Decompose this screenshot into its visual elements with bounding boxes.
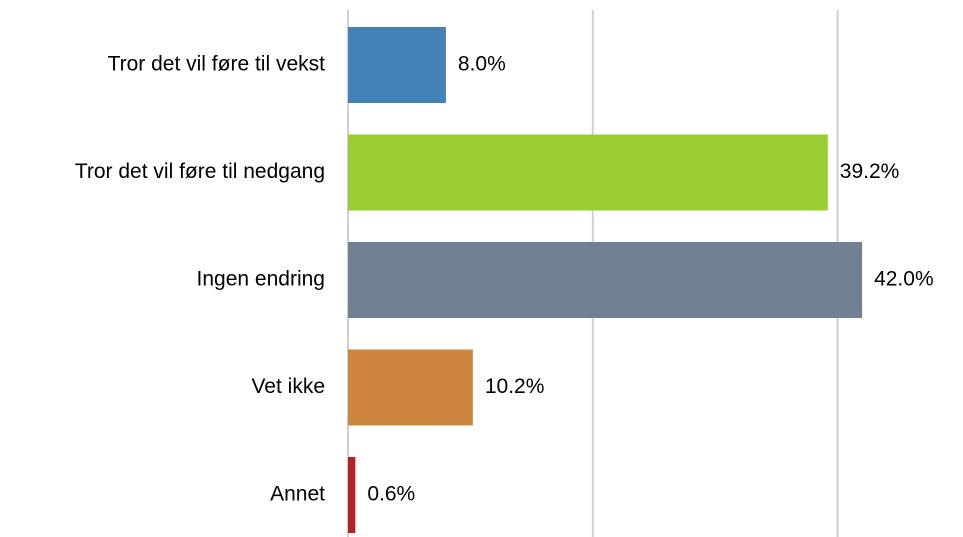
category-label: Vet ikke xyxy=(251,375,325,398)
value-label: 8.0% xyxy=(458,53,506,76)
category-label: Annet xyxy=(270,483,325,506)
bar xyxy=(348,349,473,426)
value-label: 42.0% xyxy=(874,268,934,291)
category-label: Ingen endring xyxy=(197,268,325,291)
bar xyxy=(348,242,863,318)
value-label: 10.2% xyxy=(485,375,545,398)
value-label: 39.2% xyxy=(840,160,900,183)
bar xyxy=(348,457,356,533)
category-label: Tror det vil føre til vekst xyxy=(108,53,326,76)
value-label: 0.6% xyxy=(367,483,415,506)
bar xyxy=(348,27,446,103)
category-label: Tror det vil føre til nedgang xyxy=(75,160,325,183)
bar xyxy=(348,134,828,211)
